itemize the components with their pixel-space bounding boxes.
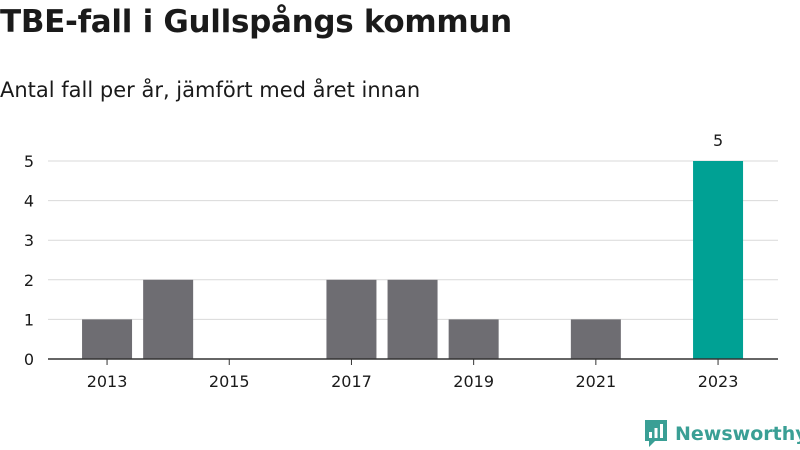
y-tick-label: 0 bbox=[24, 350, 34, 369]
x-tick-label: 2021 bbox=[575, 372, 616, 391]
bar-2021 bbox=[570, 319, 621, 359]
x-tick-label: 2015 bbox=[209, 372, 250, 391]
y-tick-label: 5 bbox=[24, 152, 34, 171]
bar-2017 bbox=[326, 279, 377, 359]
x-tick-label: 2023 bbox=[698, 372, 739, 391]
x-tick-label: 2019 bbox=[453, 372, 494, 391]
data-label: 5 bbox=[713, 131, 723, 150]
bar-2023 bbox=[693, 161, 744, 359]
newsworthy-logo-icon bbox=[645, 420, 667, 447]
y-tick-label: 3 bbox=[24, 231, 34, 250]
bar-2013 bbox=[82, 319, 133, 359]
bar-2019 bbox=[448, 319, 499, 359]
newsworthy-logo: Newsworthy bbox=[643, 419, 800, 449]
chart-subtitle: Antal fall per år, jämfört med året inna… bbox=[0, 78, 421, 102]
newsworthy-logo-text: Newsworthy bbox=[675, 423, 800, 445]
y-tick-label: 1 bbox=[24, 310, 34, 329]
x-tick-label: 2017 bbox=[331, 372, 372, 391]
y-tick-label: 4 bbox=[24, 192, 34, 211]
x-tick-label: 2013 bbox=[87, 372, 128, 391]
bar-2018 bbox=[387, 279, 438, 359]
y-tick-label: 2 bbox=[24, 271, 34, 290]
bar-2014 bbox=[143, 279, 194, 359]
chart-title: TBE-fall i Gullspångs kommun bbox=[0, 4, 512, 40]
